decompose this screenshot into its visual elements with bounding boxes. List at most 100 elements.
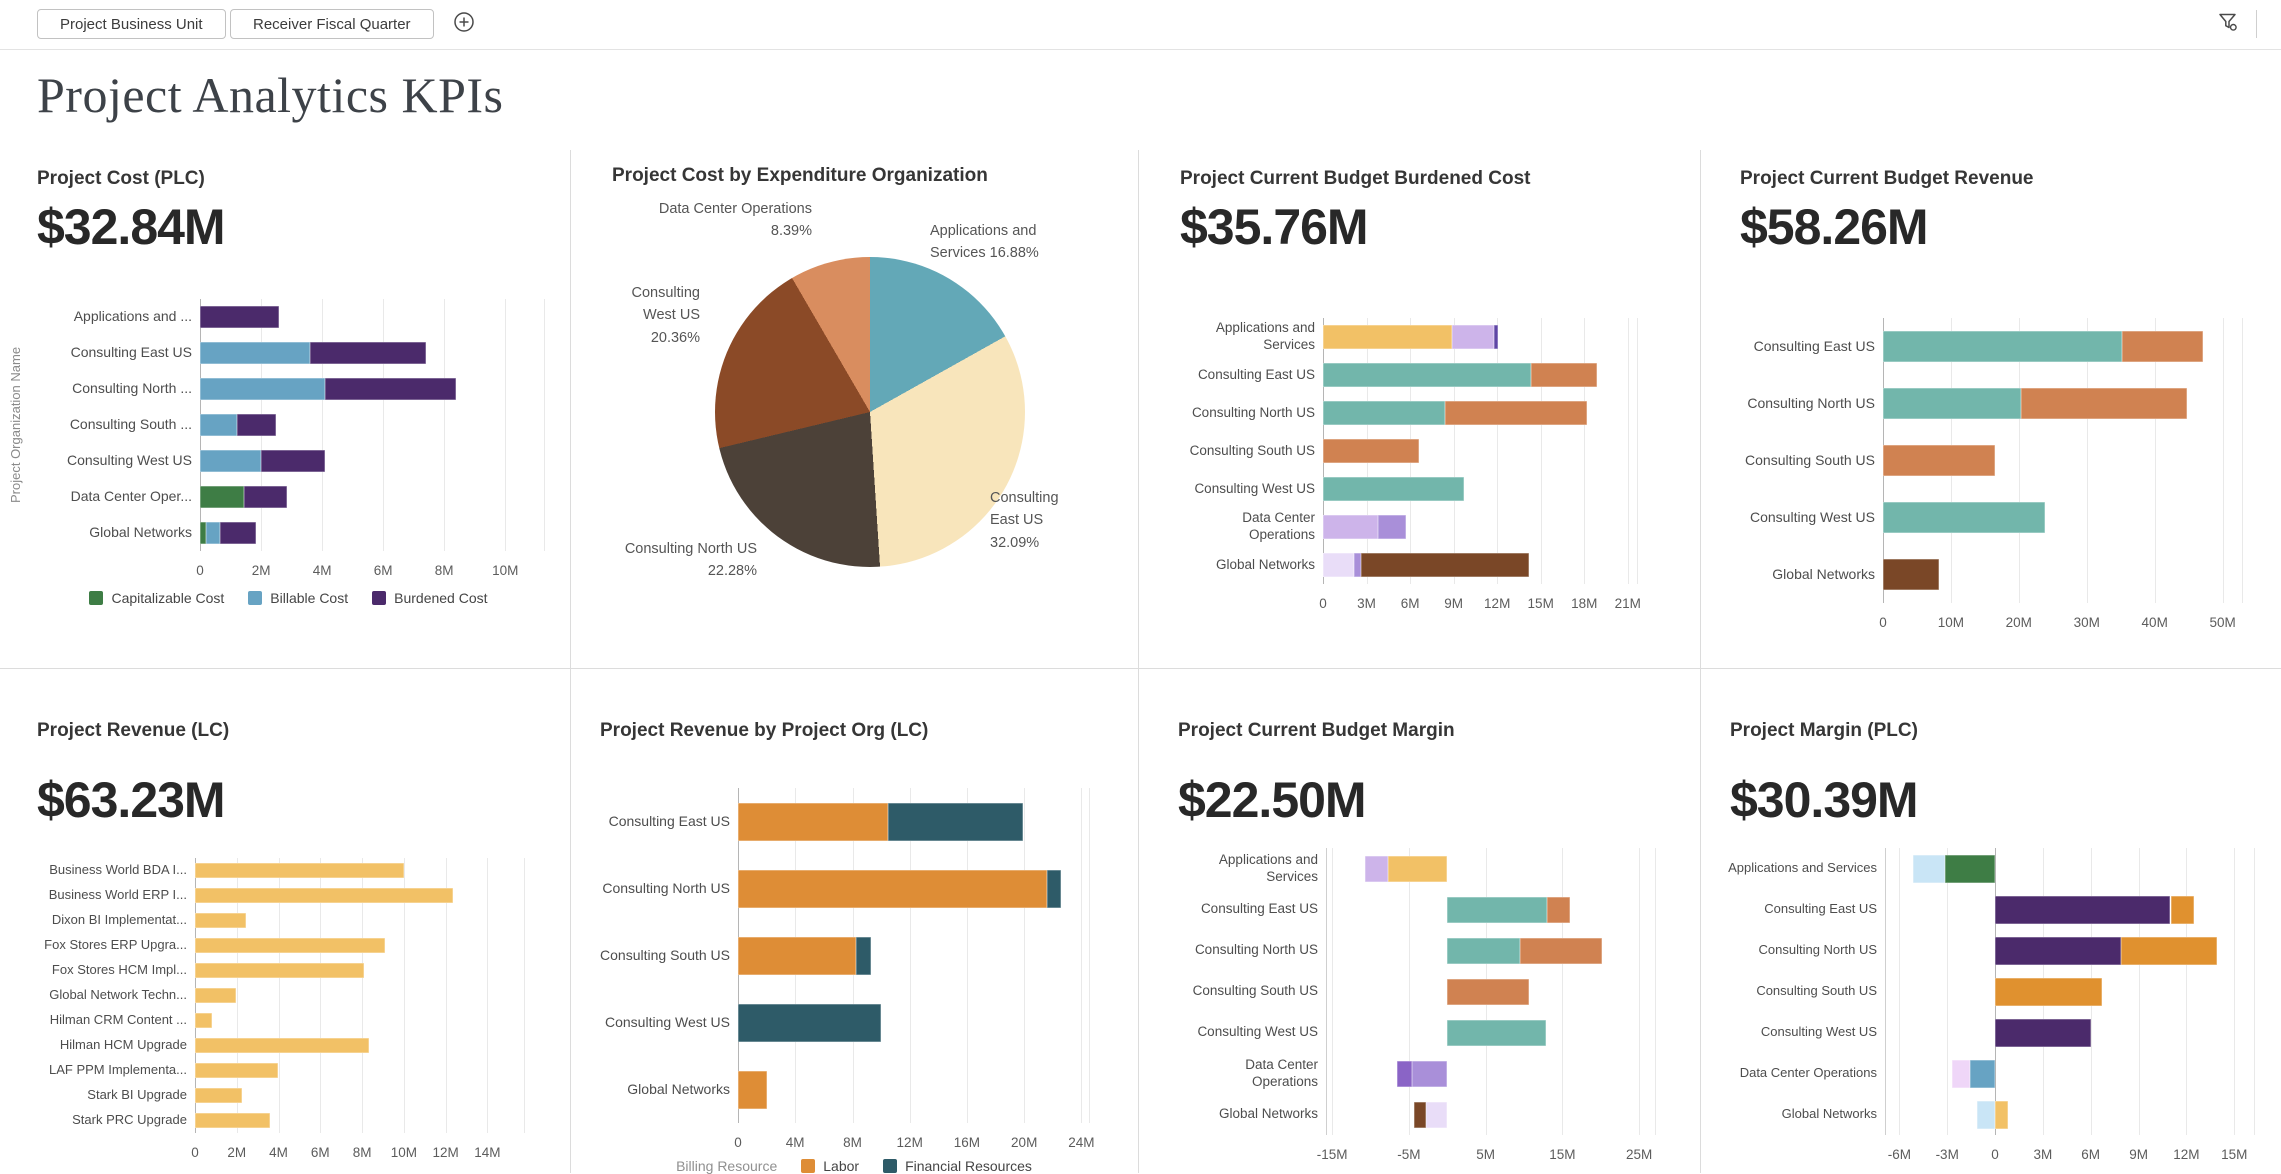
bar-category-label: Consulting West US xyxy=(1749,508,1875,525)
bar-segment[interactable] xyxy=(1323,401,1445,425)
bar-category-label: Data Center Operations xyxy=(1242,510,1315,542)
bar-segment[interactable] xyxy=(325,378,457,400)
bar-segment[interactable] xyxy=(1447,937,1521,964)
filter-menu-button[interactable] xyxy=(2216,12,2240,36)
filter-chip-receiver-fiscal-quarter[interactable]: Receiver Fiscal Quarter xyxy=(230,9,434,39)
x-axis-tick-label: 0 xyxy=(1319,596,1327,611)
gridline xyxy=(1497,318,1499,584)
bar-segment[interactable] xyxy=(738,1003,882,1042)
bar-segment[interactable] xyxy=(1494,325,1498,349)
gridline xyxy=(966,788,968,1123)
bar-segment[interactable] xyxy=(1323,553,1354,577)
bar-segment[interactable] xyxy=(1396,1060,1412,1087)
bar-category-label: Global Networks xyxy=(1772,565,1875,582)
bar-segment[interactable] xyxy=(261,450,326,472)
bar-segment[interactable] xyxy=(1952,1059,1970,1088)
bar-segment[interactable] xyxy=(200,522,207,544)
x-axis-tick-label: 20M xyxy=(2005,615,2032,630)
bar-segment[interactable] xyxy=(738,1070,767,1109)
bar-segment[interactable] xyxy=(1969,1059,1995,1088)
bar-segment[interactable] xyxy=(1378,515,1406,539)
bar-segment[interactable] xyxy=(856,936,871,975)
filter-chip-project-business-unit[interactable]: Project Business Unit xyxy=(37,9,226,39)
bar-segment[interactable] xyxy=(1883,502,2045,533)
bar-segment[interactable] xyxy=(1323,363,1531,387)
bar-segment[interactable] xyxy=(1360,553,1530,577)
bar-segment[interactable] xyxy=(1995,1018,2091,1047)
bar-segment[interactable] xyxy=(195,888,454,903)
bar-segment[interactable] xyxy=(1944,854,1995,883)
bar-segment[interactable] xyxy=(738,936,856,975)
bar-segment[interactable] xyxy=(888,802,1023,841)
legend-item[interactable]: Financial Resources xyxy=(883,1158,1032,1174)
bar-segment[interactable] xyxy=(1547,896,1570,923)
x-axis-tick-label: 15M xyxy=(1527,596,1554,611)
bar-segment[interactable] xyxy=(1444,401,1588,425)
bar-segment[interactable] xyxy=(195,963,365,978)
plot-right-edge xyxy=(1089,788,1090,1123)
bar-segment[interactable] xyxy=(1323,515,1379,539)
legend-item[interactable]: Capitalizable Cost xyxy=(89,590,224,606)
bar-segment[interactable] xyxy=(2170,895,2195,924)
add-filter-button[interactable] xyxy=(452,11,476,36)
bar-segment[interactable] xyxy=(219,522,257,544)
bar-segment[interactable] xyxy=(1912,854,1945,883)
bar-segment[interactable] xyxy=(1323,477,1464,501)
bar-segment[interactable] xyxy=(2122,331,2203,362)
legend-item[interactable]: Billable Cost xyxy=(248,590,348,606)
bar-segment[interactable] xyxy=(1883,331,2123,362)
bar-segment[interactable] xyxy=(1426,1101,1448,1128)
bar-segment[interactable] xyxy=(195,1088,243,1103)
bar-segment[interactable] xyxy=(1452,325,1495,349)
bar-segment[interactable] xyxy=(195,863,404,878)
bar-category-label: Consulting North US xyxy=(1758,942,1878,958)
bar-segment[interactable] xyxy=(244,486,287,508)
bar-segment[interactable] xyxy=(195,1113,270,1128)
bar-category-label: Consulting East US xyxy=(1764,901,1877,917)
bar-segment[interactable] xyxy=(1995,977,2102,1006)
bar-segment[interactable] xyxy=(195,988,236,1003)
panel-divider xyxy=(0,668,2281,669)
bar-segment[interactable] xyxy=(1883,388,2021,419)
bar-segment[interactable] xyxy=(206,522,220,544)
bar-segment[interactable] xyxy=(200,414,237,436)
bar-segment[interactable] xyxy=(200,486,245,508)
bar-segment[interactable] xyxy=(1530,363,1598,387)
legend-item[interactable]: Labor xyxy=(801,1158,859,1174)
bar-segment[interactable] xyxy=(738,869,1048,908)
bar-segment[interactable] xyxy=(1447,896,1548,923)
legend-item[interactable]: Burdened Cost xyxy=(372,590,488,606)
bar-segment[interactable] xyxy=(200,450,262,472)
bar-segment[interactable] xyxy=(1447,978,1529,1005)
bar-segment[interactable] xyxy=(195,1013,212,1028)
bar-segment[interactable] xyxy=(195,1038,370,1053)
bar-segment[interactable] xyxy=(1995,1100,2008,1129)
bar-segment[interactable] xyxy=(738,802,889,841)
bar-segment[interactable] xyxy=(200,342,310,364)
bar-segment[interactable] xyxy=(195,913,247,928)
bar-segment[interactable] xyxy=(1883,559,1939,590)
bar-segment[interactable] xyxy=(1883,445,1996,476)
pie-chart[interactable] xyxy=(715,257,1025,567)
bar-segment[interactable] xyxy=(1365,855,1389,882)
bar-segment[interactable] xyxy=(200,378,326,400)
bar-segment[interactable] xyxy=(1323,439,1419,463)
bar-segment[interactable] xyxy=(1447,1019,1546,1046)
bar-segment[interactable] xyxy=(1976,1100,1995,1129)
bar-segment[interactable] xyxy=(1995,936,2121,965)
bar-segment[interactable] xyxy=(2020,388,2188,419)
bar-segment[interactable] xyxy=(1520,937,1603,964)
bar-segment[interactable] xyxy=(1414,1101,1427,1128)
bar-segment[interactable] xyxy=(200,306,280,328)
bar-segment[interactable] xyxy=(1353,553,1361,577)
bar-segment[interactable] xyxy=(1047,869,1061,908)
bar-segment[interactable] xyxy=(195,938,386,953)
bar-segment[interactable] xyxy=(1323,325,1453,349)
bar-segment[interactable] xyxy=(309,342,426,364)
bar-segment[interactable] xyxy=(1388,855,1448,882)
bar-segment[interactable] xyxy=(236,414,277,436)
bar-segment[interactable] xyxy=(1995,895,2171,924)
bar-segment[interactable] xyxy=(195,1063,278,1078)
bar-segment[interactable] xyxy=(2121,936,2217,965)
bar-segment[interactable] xyxy=(1412,1060,1448,1087)
